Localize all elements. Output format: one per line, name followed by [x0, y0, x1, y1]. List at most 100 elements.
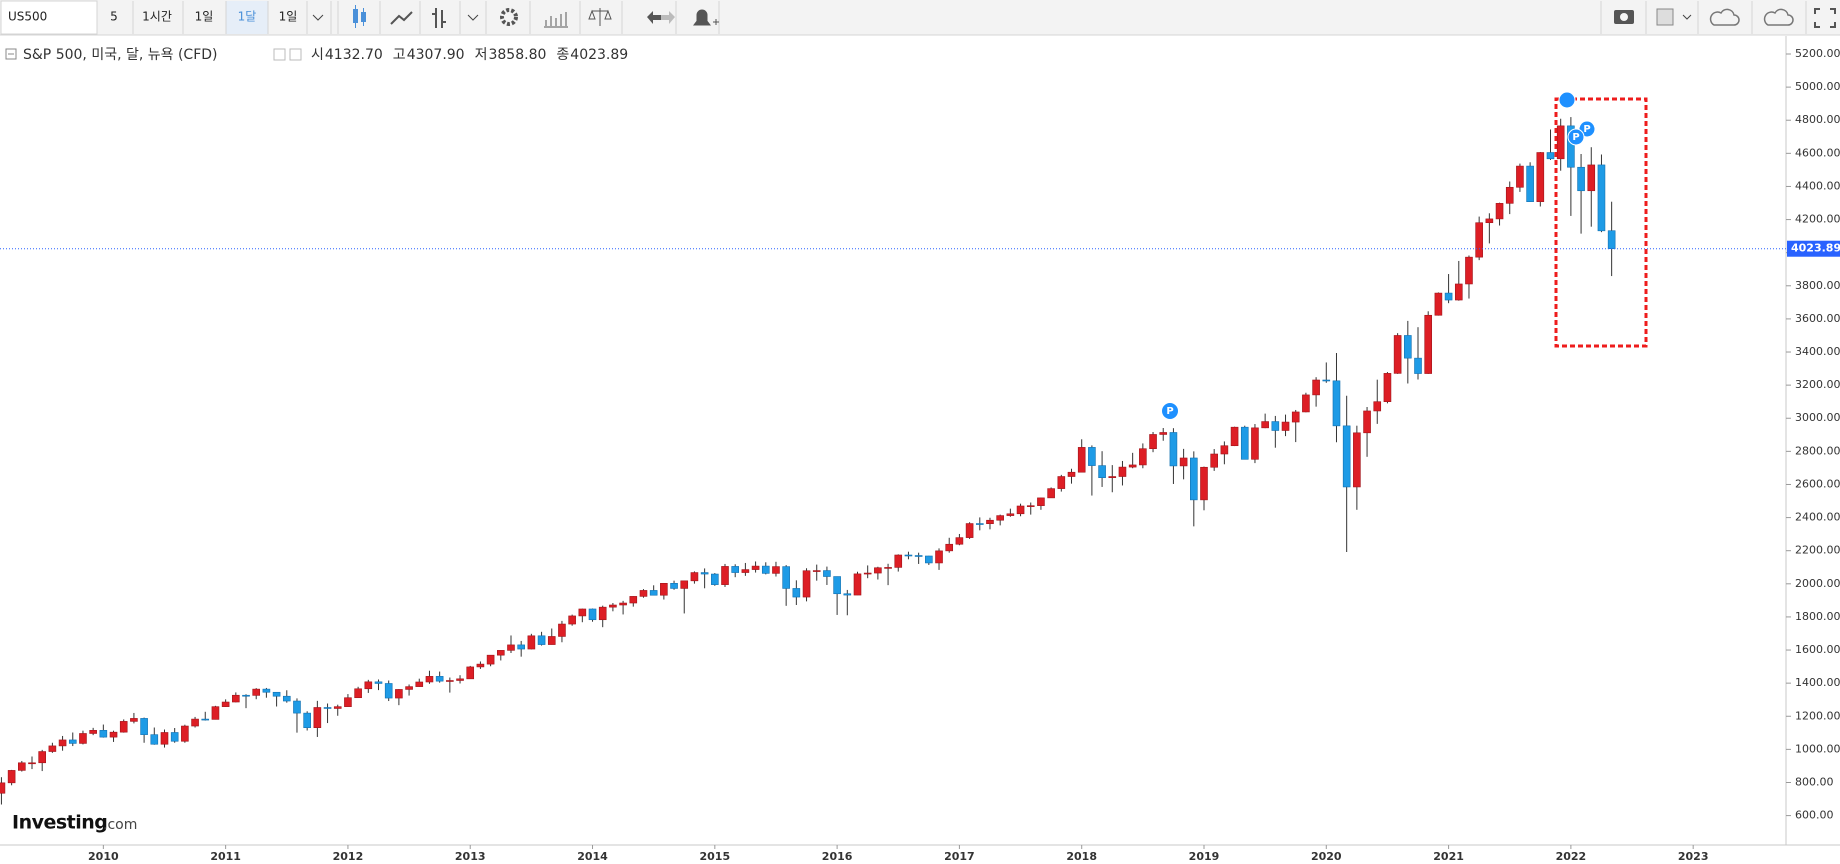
candle-body	[1067, 471, 1076, 477]
event-marker[interactable]	[1558, 91, 1576, 109]
y-tick-label: 3400.00	[1795, 345, 1840, 358]
candle-body	[1026, 505, 1035, 507]
y-tick-label: 1600.00	[1795, 643, 1840, 656]
candle-body	[272, 691, 281, 697]
interval[interactable]: 1일	[195, 10, 214, 24]
candle-tool-icon[interactable]	[353, 5, 366, 28]
candle	[221, 699, 230, 707]
candle	[293, 698, 301, 733]
x-tick-label: 2022	[1556, 850, 1587, 863]
candle-body	[48, 745, 57, 752]
redo-icon[interactable]	[661, 11, 675, 24]
dropdown-icon[interactable]	[312, 14, 324, 21]
candle-body	[965, 523, 974, 538]
candle	[1291, 409, 1300, 443]
candle	[446, 677, 454, 693]
y-tick-label: 4400.00	[1795, 179, 1840, 192]
symbol-input[interactable]	[0, 0, 98, 35]
candle	[772, 561, 780, 577]
active-interval-bg	[226, 1, 268, 34]
legend-value: 3858.80	[488, 47, 546, 63]
candle-body	[1139, 448, 1147, 466]
dropdown-icon[interactable]	[467, 14, 479, 21]
x-tick-label: 2012	[333, 850, 364, 863]
candle-body	[1556, 125, 1565, 160]
legend-eye[interactable]	[273, 48, 286, 61]
candle-body	[1098, 465, 1106, 478]
candle-body	[996, 515, 1004, 521]
candle-body	[0, 782, 6, 794]
candle	[89, 727, 97, 736]
candle-body	[812, 570, 821, 572]
candle-body	[28, 762, 36, 765]
candle-body	[558, 623, 566, 637]
y-tick-label: 3200.00	[1795, 378, 1840, 391]
y-tick-label: 2800.00	[1795, 444, 1840, 457]
line-tool-icon[interactable]	[390, 11, 413, 25]
candle	[160, 729, 169, 748]
y-tick-label: 2400.00	[1795, 511, 1840, 524]
compare-icon[interactable]	[588, 8, 612, 26]
candle-body	[588, 608, 597, 621]
candle	[1404, 320, 1412, 384]
candle-body	[1434, 292, 1443, 316]
candle-body	[925, 555, 933, 564]
event-marker[interactable]	[1567, 128, 1585, 146]
candle-body	[211, 706, 220, 720]
candle-body	[802, 570, 811, 598]
candle	[996, 514, 1004, 526]
candle	[1536, 152, 1545, 207]
layout-icon[interactable]	[1656, 8, 1674, 26]
candle-body	[975, 523, 984, 525]
candle	[965, 522, 974, 539]
toolbar-separators	[132, 1, 1807, 34]
candle	[874, 566, 882, 580]
symbol[interactable]: US500	[8, 10, 47, 24]
candle-body	[1373, 401, 1382, 412]
candle	[1057, 474, 1066, 492]
candle-body	[486, 654, 495, 665]
cloud-download-icon[interactable]	[1709, 8, 1740, 26]
candle-body	[119, 721, 128, 733]
candle-body	[109, 731, 118, 738]
y-tick-label: 800.00	[1795, 775, 1834, 788]
candle-body	[181, 725, 189, 742]
dropdown-icon[interactable]	[1682, 14, 1692, 20]
toolbar	[0, 0, 1840, 35]
candle-body	[384, 683, 393, 699]
interval[interactable]: 1시간	[142, 10, 172, 24]
interval[interactable]: 1일	[279, 10, 298, 24]
legend-label: 저	[475, 47, 488, 63]
candle-body	[649, 590, 658, 596]
collapse-toggle[interactable]	[5, 48, 17, 60]
legend-close[interactable]	[289, 48, 302, 61]
candle	[1047, 487, 1055, 499]
bar-tool-icon[interactable]	[432, 8, 446, 28]
candle-body	[1607, 230, 1616, 250]
undo-icon[interactable]	[647, 11, 661, 24]
candle	[1485, 213, 1494, 244]
candle-body	[904, 554, 913, 557]
candle-body	[160, 732, 169, 745]
candle	[1516, 163, 1524, 192]
candle-body	[364, 681, 373, 690]
interval-active[interactable]: 1달	[238, 10, 257, 24]
y-tick-label: 3000.00	[1795, 411, 1840, 424]
event-marker[interactable]	[1162, 403, 1178, 419]
cloud-upload-icon[interactable]	[1763, 8, 1794, 26]
candle-body	[1475, 222, 1483, 258]
candle-body	[1210, 453, 1218, 468]
candle	[1332, 353, 1341, 443]
legend-name: S&P 500, 미국, 달, 뉴욕 (CFD)	[23, 47, 218, 63]
candle-body	[1128, 464, 1137, 468]
x-tick-label: 2018	[1066, 850, 1097, 863]
candle	[680, 580, 689, 614]
indicator-icon[interactable]	[544, 12, 568, 28]
settings-icon[interactable]	[500, 8, 518, 26]
fullscreen-icon[interactable]	[1814, 8, 1836, 28]
candle	[833, 576, 841, 615]
interval[interactable]: 5	[110, 10, 118, 24]
alert-icon[interactable]	[693, 9, 719, 26]
candle	[1128, 452, 1137, 469]
